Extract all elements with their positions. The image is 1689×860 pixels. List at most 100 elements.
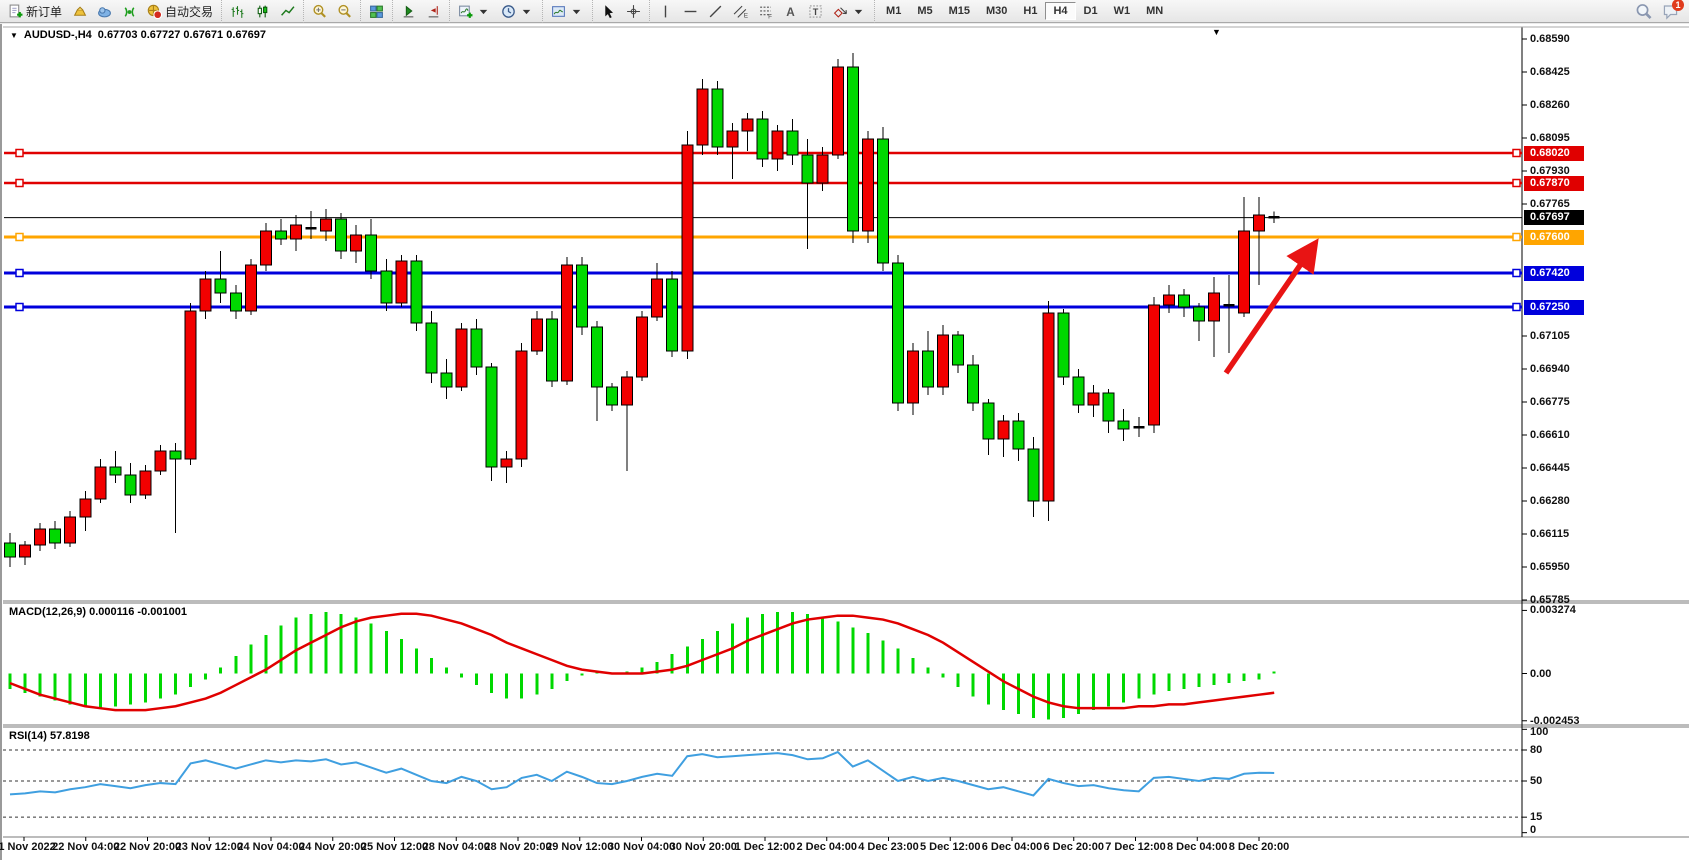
price-tick-label[interactable]: 0.66280 bbox=[1530, 495, 1570, 507]
price-tick-label[interactable]: 0.67765 bbox=[1530, 198, 1570, 210]
time-axis-label[interactable]: 29 Nov 12:00 bbox=[546, 841, 614, 853]
price-tick-label[interactable]: 0.68590 bbox=[1530, 33, 1570, 45]
price-tick-label[interactable]: 0.67105 bbox=[1530, 330, 1570, 342]
time-axis-label[interactable]: 22 Nov 04:00 bbox=[52, 841, 120, 853]
signals-button[interactable] bbox=[117, 1, 142, 21]
chart-canvas[interactable] bbox=[2, 24, 1689, 860]
timeframe-D1-button[interactable]: D1 bbox=[1083, 5, 1098, 17]
add-indicator-button[interactable] bbox=[453, 1, 496, 21]
chevron-down-icon[interactable]: ▼ bbox=[10, 30, 18, 40]
search-icon bbox=[1636, 3, 1652, 19]
trend-arrow-annotation[interactable] bbox=[1223, 238, 1319, 375]
trendline-button[interactable] bbox=[703, 1, 728, 21]
chart-profile-button[interactable] bbox=[546, 1, 589, 21]
time-axis-label[interactable]: 8 Dec 04:00 bbox=[1166, 841, 1228, 853]
time-axis-label[interactable]: 24 Nov 20:00 bbox=[299, 841, 367, 853]
rsi-axis-label[interactable]: 50 bbox=[1530, 775, 1543, 787]
time-axis-label[interactable]: 6 Dec 20:00 bbox=[1043, 841, 1105, 853]
toolbar-group-profiles bbox=[542, 0, 592, 23]
price-tick-label[interactable]: 0.65785 bbox=[1530, 594, 1570, 606]
cursor-icon bbox=[605, 4, 614, 18]
line-chart-button[interactable] bbox=[275, 1, 300, 21]
time-axis-label[interactable]: 1 Dec 12:00 bbox=[734, 841, 796, 853]
price-tick-label[interactable]: 0.66940 bbox=[1530, 363, 1570, 375]
channel-button[interactable]: E bbox=[728, 1, 753, 21]
tile-windows-button[interactable] bbox=[364, 1, 389, 21]
price-tick-label[interactable]: 0.68260 bbox=[1530, 99, 1570, 111]
timeframe-M1-button[interactable]: M1 bbox=[886, 5, 902, 17]
time-axis-label[interactable]: 23 Nov 12:00 bbox=[175, 841, 243, 853]
bar-chart-button[interactable] bbox=[225, 1, 250, 21]
periods-button[interactable] bbox=[496, 1, 539, 21]
time-axis-label[interactable]: 4 Dec 23:00 bbox=[858, 841, 919, 853]
caret-down-icon bbox=[522, 9, 531, 14]
quotes-button[interactable] bbox=[67, 1, 92, 21]
autotrade-button[interactable]: 自动交易 bbox=[142, 1, 218, 21]
price-tick-label[interactable]: 0.68095 bbox=[1530, 132, 1570, 144]
timeframe-M15-button[interactable]: M15 bbox=[948, 5, 970, 17]
text-label-button[interactable]: T bbox=[803, 1, 828, 21]
timeframe-H4-button[interactable]: H4 bbox=[1045, 2, 1076, 20]
toolbar-group-timeframes: M1 M5 M15 M30 H1 H4 D1 W1 MN bbox=[874, 0, 1174, 23]
time-axis-label[interactable]: 24 Nov 04:00 bbox=[237, 841, 305, 853]
macd-axis-label[interactable]: -0.002453 bbox=[1530, 714, 1580, 727]
vertical-line-button[interactable] bbox=[653, 1, 678, 21]
shift-icon bbox=[428, 5, 439, 17]
search-button[interactable] bbox=[1635, 3, 1652, 20]
timeframe-M30-button[interactable]: M30 bbox=[986, 5, 1008, 17]
time-axis-label[interactable]: 8 Dec 20:00 bbox=[1228, 841, 1290, 853]
horizontal-line-button[interactable] bbox=[678, 1, 703, 21]
rsi-axis-label[interactable]: 100 bbox=[1530, 726, 1549, 739]
zoom-out-button[interactable] bbox=[332, 1, 357, 21]
profile-icon bbox=[552, 5, 565, 17]
timeframe-M5-button[interactable]: M5 bbox=[917, 5, 933, 17]
shapes-button[interactable] bbox=[828, 1, 871, 21]
auto-scroll-button[interactable] bbox=[396, 1, 421, 21]
macd-axis-label[interactable]: 0.003274 bbox=[1530, 604, 1576, 617]
time-axis-label[interactable]: 30 Nov 04:00 bbox=[607, 841, 676, 853]
rsi-axis-label[interactable]: 80 bbox=[1530, 744, 1543, 756]
new-order-button[interactable]: 新订单 bbox=[3, 1, 67, 21]
price-tick-label[interactable]: 0.66115 bbox=[1530, 528, 1570, 540]
timeframe-W1-button[interactable]: W1 bbox=[1113, 5, 1131, 17]
timeframe-H1-button[interactable]: H1 bbox=[1023, 5, 1038, 17]
horizontal-price-lines[interactable] bbox=[4, 148, 1522, 312]
price-tick-label[interactable]: 0.67930 bbox=[1530, 165, 1570, 177]
rsi-axis-label[interactable]: 0 bbox=[1530, 823, 1537, 836]
crosshair-button[interactable] bbox=[621, 1, 646, 21]
chat-button[interactable]: 1 bbox=[1662, 0, 1684, 20]
price-tick-label[interactable]: 0.66610 bbox=[1530, 429, 1570, 441]
rsi-axis-label[interactable]: 15 bbox=[1530, 811, 1543, 824]
window-corner-marker[interactable]: ▼ bbox=[1212, 27, 1221, 37]
chart-window[interactable]: ▼ AUDUSD-,H4 0.67703 0.67727 0.67671 0.6… bbox=[0, 24, 1689, 860]
publish-button[interactable] bbox=[92, 1, 117, 21]
macd-axis-label[interactable]: 0.00 bbox=[1530, 667, 1552, 680]
price-tick-label[interactable]: 0.65950 bbox=[1530, 561, 1570, 573]
time-axis-label[interactable]: 28 Nov 04:00 bbox=[422, 841, 490, 853]
new-order-button-label: 新订单 bbox=[26, 4, 63, 19]
macd-indicator-label: MACD(12,26,9) 0.000116 -0.001001 bbox=[9, 606, 187, 618]
tiles-icon bbox=[370, 5, 383, 18]
time-axis-label[interactable]: 7 Dec 12:00 bbox=[1105, 841, 1166, 853]
time-axis-label[interactable]: 30 Nov 20:00 bbox=[669, 841, 737, 853]
time-axis-label[interactable]: 6 Dec 04:00 bbox=[981, 841, 1043, 853]
fibonacci-button[interactable]: F bbox=[753, 1, 778, 21]
text-button[interactable]: A bbox=[778, 1, 803, 21]
scroll-end-icon bbox=[403, 5, 414, 17]
toolbar-group-pointer bbox=[592, 0, 649, 23]
time-axis-label[interactable]: 28 Nov 20:00 bbox=[484, 841, 552, 853]
time-axis-label[interactable]: 22 Nov 20:00 bbox=[113, 841, 182, 853]
price-tick-label[interactable]: 0.66445 bbox=[1530, 462, 1570, 474]
candlestick-button[interactable] bbox=[250, 1, 275, 21]
time-axis-label[interactable]: 2 Dec 04:00 bbox=[796, 841, 858, 853]
time-axis-label[interactable]: 21 Nov 2022 bbox=[0, 841, 56, 853]
pane-separators[interactable] bbox=[3, 600, 1689, 838]
price-tick-label[interactable]: 0.66775 bbox=[1530, 396, 1570, 408]
time-axis-label[interactable]: 5 Dec 12:00 bbox=[919, 841, 981, 853]
chart-shift-button[interactable] bbox=[421, 1, 446, 21]
timeframe-MN-button[interactable]: MN bbox=[1146, 5, 1164, 17]
price-tick-label[interactable]: 0.68425 bbox=[1530, 66, 1570, 78]
time-axis-label[interactable]: 25 Nov 12:00 bbox=[360, 841, 429, 853]
zoom-in-button[interactable] bbox=[307, 1, 332, 21]
cursor-button[interactable] bbox=[596, 1, 621, 21]
